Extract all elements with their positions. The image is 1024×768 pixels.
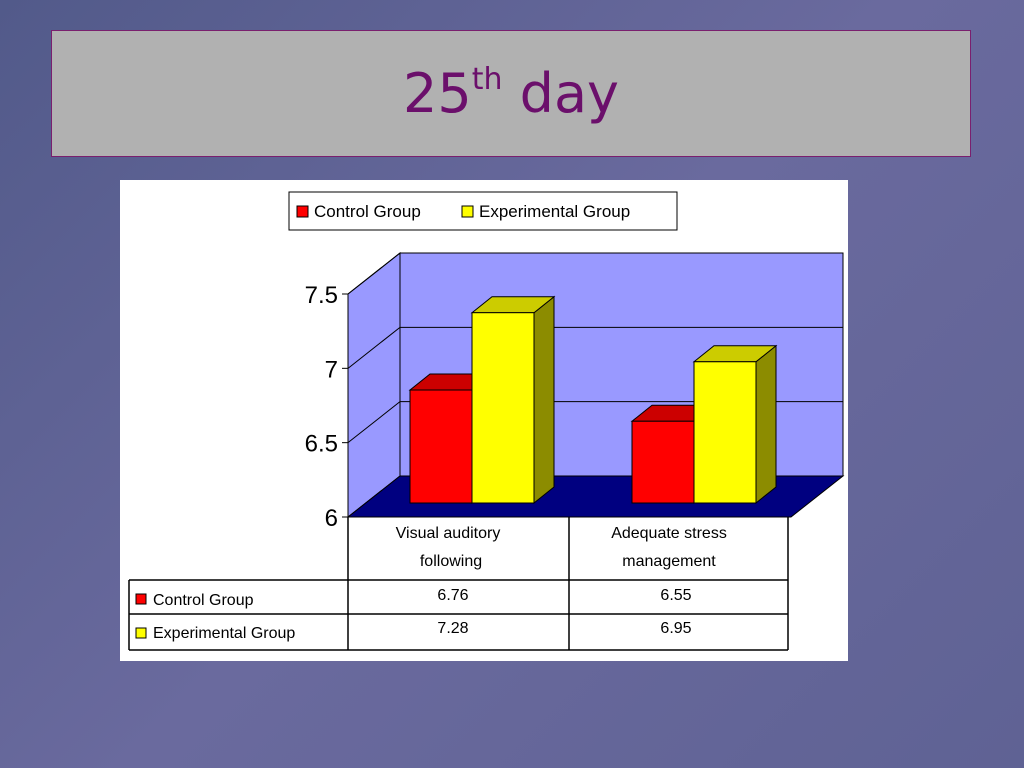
- bar: [409, 389, 473, 504]
- bars: [408, 295, 778, 505]
- category-label-2-line-1: Adequate stress: [611, 525, 727, 542]
- table-value-experimental-1: 7.28: [437, 620, 468, 637]
- y-tick-label: 7.5: [305, 282, 338, 309]
- table-row-label-control: Control Group: [153, 592, 254, 609]
- legend-swatch-experimental: [461, 205, 474, 218]
- bar: [631, 420, 695, 504]
- legend-label-control: Control Group: [314, 202, 421, 221]
- chart-left-wall: [347, 251, 401, 519]
- table-swatch-experimental: [135, 627, 147, 639]
- bar-side: [533, 295, 555, 505]
- legend-swatch-control: [296, 205, 309, 218]
- legend: Control Group Experimental Group: [288, 191, 678, 231]
- legend-label-experimental: Experimental Group: [479, 202, 630, 221]
- category-label-2-line-2: management: [622, 553, 716, 570]
- gridline: [347, 252, 843, 295]
- data-table: [128, 517, 789, 651]
- title-word: day: [502, 61, 619, 125]
- y-tick-label: 6: [325, 505, 338, 532]
- bar: [693, 361, 757, 504]
- y-tick-label: 6.5: [305, 431, 338, 458]
- title-box: 25th day: [51, 30, 971, 157]
- category-label-1-line-2: following: [420, 553, 482, 570]
- table-value-control-2: 6.55: [660, 587, 691, 604]
- gridline: [347, 326, 843, 369]
- y-axis: 6 6.5 7 7.5: [305, 282, 349, 532]
- table-value-experimental-2: 6.95: [660, 620, 691, 637]
- title-number: 25: [403, 61, 472, 125]
- bar: [471, 312, 535, 504]
- chart-svg: 6 6.5 7 7.5 Control Group Experimental Grou…: [128, 191, 845, 651]
- category-label-1-line-1: Visual auditory: [396, 525, 501, 542]
- title-superscript: th: [471, 61, 503, 97]
- table-value-control-1: 6.76: [437, 587, 468, 604]
- table-row-label-experimental: Experimental Group: [153, 625, 295, 642]
- legend-box: [288, 191, 678, 231]
- bar-side: [755, 344, 777, 505]
- table-swatch-control: [135, 593, 147, 605]
- y-tick-label: 7: [325, 356, 338, 383]
- slide-title: 25th day: [403, 64, 619, 121]
- chart-panel: 6 6.5 7 7.5 Control Group Experimental Grou…: [120, 180, 848, 661]
